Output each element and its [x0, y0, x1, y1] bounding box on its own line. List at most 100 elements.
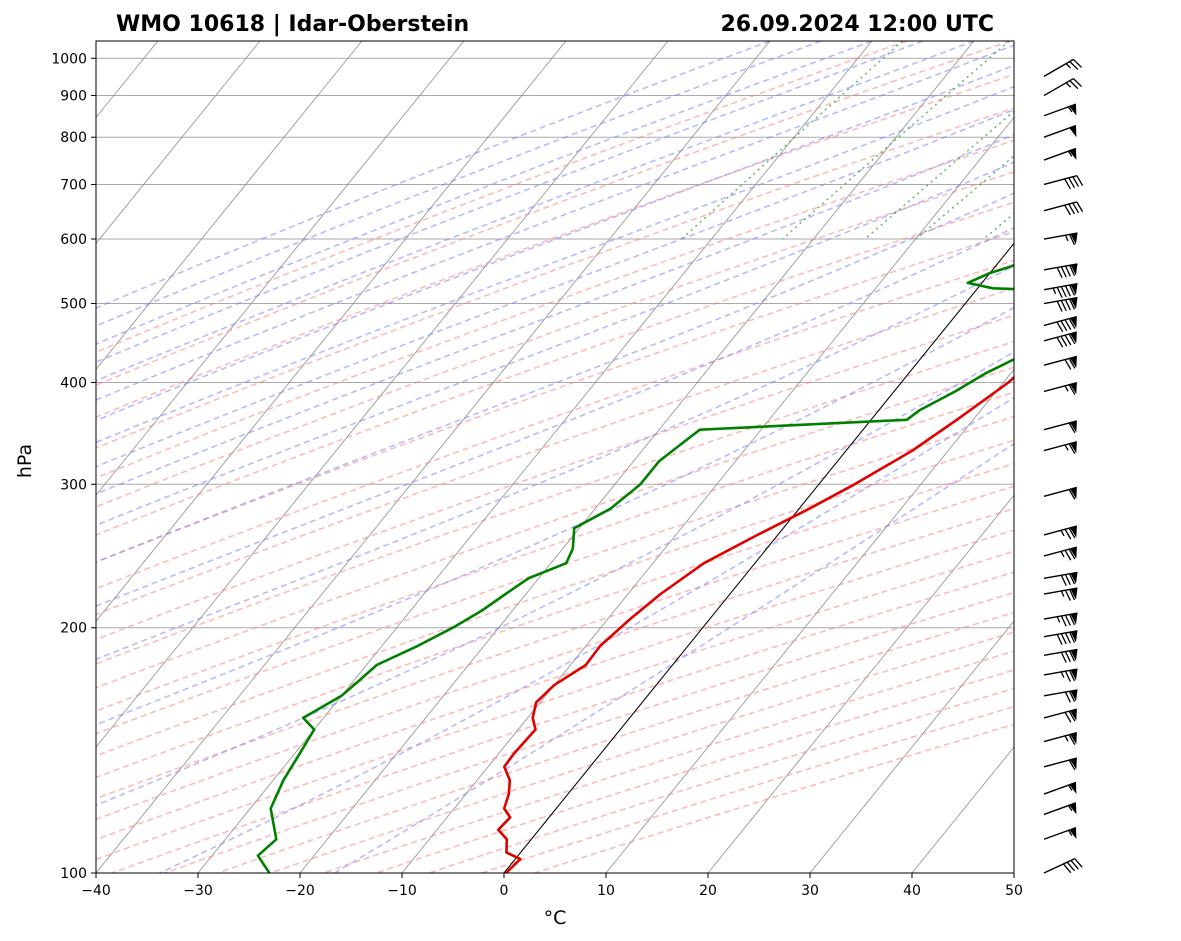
- barb-staff: [1043, 201, 1078, 212]
- barb-staff: [1043, 689, 1078, 697]
- barb-flag: [1064, 334, 1072, 346]
- barb-pennant: [1069, 827, 1077, 840]
- barb-half-flag: [1060, 671, 1065, 678]
- barb-half-flag: [1064, 234, 1069, 242]
- isotherm-40: [911, 746, 1014, 873]
- barb-flag: [1064, 528, 1072, 540]
- wind-barb-185: [1043, 648, 1078, 663]
- barb-half-flag: [1052, 287, 1057, 295]
- wind-barb-245: [1043, 546, 1078, 561]
- barb-staff: [1043, 587, 1078, 595]
- barb-flag: [1072, 176, 1080, 187]
- background-lines: [96, 41, 1181, 873]
- isotherm--60: [96, 41, 567, 622]
- barb-flag: [1069, 61, 1079, 71]
- moist-adiabat-10: [96, 161, 1014, 527]
- wind-barb-750: [1043, 147, 1077, 161]
- barb-flag: [1068, 443, 1076, 454]
- barb-flag: [1056, 321, 1064, 333]
- barb-pennant: [1070, 441, 1077, 454]
- barb-flag: [1064, 711, 1072, 723]
- wind-barb-100: [1043, 857, 1083, 874]
- barb-flag: [1072, 202, 1080, 214]
- y-tick-label-300: 300: [60, 477, 87, 493]
- isotherm-20: [707, 494, 1014, 873]
- barb-flag: [1068, 384, 1076, 395]
- isotherm-10: [605, 368, 1014, 873]
- x-tick-label-40: 40: [903, 883, 921, 899]
- barb-half-flag: [1064, 444, 1069, 451]
- isotherm-50: [1013, 872, 1014, 873]
- moist-adiabat-15: [96, 192, 1014, 563]
- wind-barb-125: [1043, 781, 1077, 795]
- wind-barb-600: [1043, 232, 1078, 246]
- dry-adiabat-90: [96, 366, 1014, 689]
- x-tick-label-20: 20: [699, 883, 717, 899]
- wind-barb-155: [1043, 708, 1078, 723]
- barb-flag: [1064, 265, 1071, 277]
- wind-barb-550: [1043, 263, 1078, 279]
- wind-barb-950: [1043, 58, 1083, 78]
- barb-pennant: [1070, 420, 1077, 433]
- x-tick-label--20: −20: [285, 883, 315, 899]
- dry-adiabat-190: [164, 591, 1014, 873]
- dry-adiabat-260: [534, 723, 1014, 873]
- dry-adiabat-20: [96, 171, 1014, 508]
- dry-adiabat--30: [96, 41, 907, 354]
- barb-pennant: [1070, 233, 1078, 245]
- barb-flag: [1060, 574, 1067, 586]
- barb-flag: [1072, 58, 1083, 68]
- wind-barb-350: [1043, 420, 1078, 434]
- dry-adiabat-250: [481, 705, 1014, 873]
- barb-flag: [1056, 287, 1063, 298]
- x-axis: −40 −30 −20 −10 0 10 20 30 40 50: [81, 873, 1023, 899]
- barb-flag: [1060, 633, 1067, 645]
- barb-flag: [1064, 614, 1071, 626]
- barb-pennant: [1070, 588, 1078, 600]
- barb-pennant: [1069, 782, 1077, 794]
- barb-flag: [1076, 201, 1084, 213]
- barb-flag: [1066, 861, 1076, 872]
- barb-pennant: [1070, 316, 1077, 329]
- barb-flag: [1064, 574, 1071, 586]
- chart-title-time: 26.09.2024 12:00 UTC: [720, 12, 994, 37]
- mixing-ratio-12: [1108, 41, 1181, 239]
- barb-flag: [1069, 631, 1076, 643]
- barb-flag: [1069, 265, 1076, 276]
- isotherm--50: [96, 41, 669, 748]
- y-tick-label-800: 800: [60, 130, 87, 146]
- temperature-line: [496, 375, 1014, 873]
- barb-half-flag: [1064, 735, 1069, 742]
- y-axis-label: hPa: [14, 444, 36, 478]
- barb-pennant: [1070, 709, 1077, 721]
- wind-barb-420: [1043, 355, 1078, 370]
- dry-adiabat-0: [96, 107, 1014, 449]
- barb-flag: [1069, 614, 1076, 626]
- y-tick-label-500: 500: [60, 297, 87, 313]
- moist-adiabat-0: [96, 108, 1014, 468]
- dry-adiabat--20: [96, 41, 1011, 387]
- y-tick-label-100: 100: [60, 866, 87, 882]
- x-tick-label-0: 0: [500, 883, 509, 899]
- x-axis-label: °C: [544, 907, 567, 929]
- barb-staff: [1043, 612, 1078, 620]
- barb-flag: [1064, 285, 1071, 297]
- barb-pennant: [1070, 689, 1078, 702]
- isotherm--10: [401, 116, 1014, 873]
- barb-pennant: [1070, 356, 1077, 368]
- wind-barb-195: [1043, 630, 1078, 645]
- wind-barb-390: [1043, 381, 1078, 395]
- barb-flag: [1056, 337, 1064, 348]
- x-tick-label--30: −30: [183, 883, 213, 899]
- barb-pennant: [1070, 630, 1078, 643]
- dry-adiabat-10: [96, 139, 1014, 479]
- barb-flag: [1068, 548, 1076, 560]
- barb-pennant: [1070, 332, 1077, 344]
- mixing-ratio-16: [1151, 41, 1181, 239]
- wind-barb-230: [1043, 571, 1078, 586]
- barb-flag: [1068, 734, 1076, 745]
- barb-half-flag: [1065, 82, 1071, 88]
- barb-half-flag: [1067, 805, 1073, 812]
- barb-pennant: [1070, 283, 1078, 296]
- dry-adiabat-70: [96, 314, 1014, 641]
